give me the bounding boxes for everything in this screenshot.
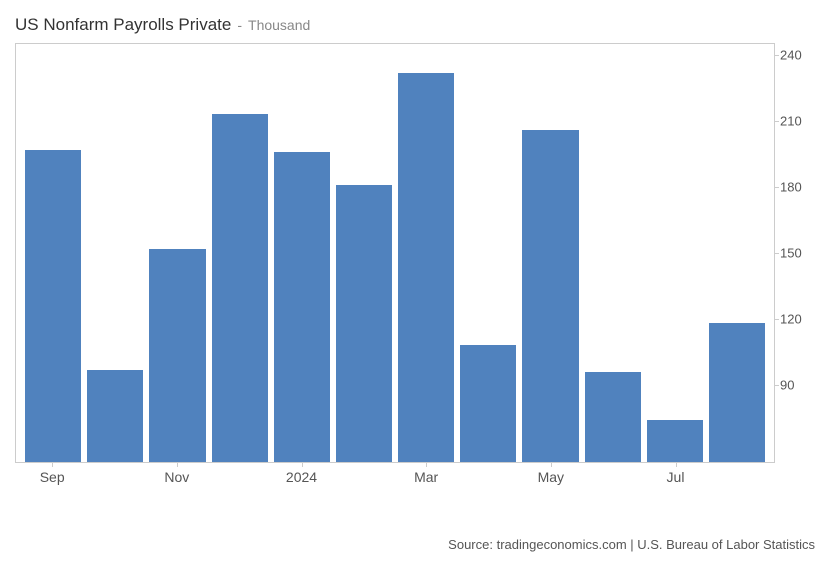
x-tick-mark: [426, 462, 427, 467]
y-tick-label: 240: [780, 48, 810, 63]
source-attribution: Source: tradingeconomics.com | U.S. Bure…: [448, 537, 815, 552]
y-tick-label: 150: [780, 246, 810, 261]
bar-slot: [644, 44, 706, 462]
bar: [585, 372, 641, 462]
y-tick-mark: [774, 121, 779, 122]
chart-container: US Nonfarm Payrolls Private - Thousand 9…: [15, 15, 815, 517]
chart-title-separator: -: [237, 17, 242, 33]
y-tick-label: 210: [780, 114, 810, 129]
x-tick-label: Mar: [414, 469, 438, 485]
bar-slot: [457, 44, 519, 462]
x-tick-label: 2024: [286, 469, 317, 485]
bar: [398, 73, 454, 462]
bar-slot: [706, 44, 768, 462]
bar: [25, 150, 81, 462]
bar: [647, 420, 703, 462]
x-tick-mark: [177, 462, 178, 467]
y-tick-mark: [774, 55, 779, 56]
bar: [460, 345, 516, 462]
bar: [212, 114, 268, 462]
bar: [336, 185, 392, 462]
bar-slot: [22, 44, 84, 462]
plot-wrapper: 90120150180210240 SepNov2024MarMayJul: [15, 43, 815, 493]
y-tick-mark: [774, 187, 779, 188]
y-tick-mark: [774, 253, 779, 254]
chart-title-main: US Nonfarm Payrolls Private: [15, 15, 231, 35]
x-tick-mark: [302, 462, 303, 467]
x-tick-label: Nov: [164, 469, 189, 485]
plot-area: 90120150180210240: [15, 43, 775, 463]
bar: [87, 370, 143, 462]
x-tick-mark: [52, 462, 53, 467]
bar-slot: [271, 44, 333, 462]
bar-slot: [84, 44, 146, 462]
bar: [149, 249, 205, 462]
bar-slot: [333, 44, 395, 462]
y-tick-label: 120: [780, 312, 810, 327]
bar-slot: [582, 44, 644, 462]
x-axis-labels: Sep Nov 2024 Mar May Jul: [15, 463, 775, 493]
bar: [709, 323, 765, 462]
y-tick-mark: [774, 319, 779, 320]
bar-slot: [209, 44, 271, 462]
bar-slot: [395, 44, 457, 462]
bars-group: [16, 44, 774, 462]
chart-title-sub: Thousand: [248, 17, 310, 33]
x-tick-label: Jul: [667, 469, 685, 485]
bar-slot: [519, 44, 581, 462]
chart-title-row: US Nonfarm Payrolls Private - Thousand: [15, 15, 815, 35]
x-tick-label: Sep: [40, 469, 65, 485]
y-tick-label: 180: [780, 180, 810, 195]
bar: [522, 130, 578, 462]
bar: [274, 152, 330, 462]
x-tick-mark: [676, 462, 677, 467]
x-tick-label: May: [538, 469, 564, 485]
x-tick-mark: [551, 462, 552, 467]
y-tick-mark: [774, 385, 779, 386]
y-tick-label: 90: [780, 378, 810, 393]
bar-slot: [146, 44, 208, 462]
